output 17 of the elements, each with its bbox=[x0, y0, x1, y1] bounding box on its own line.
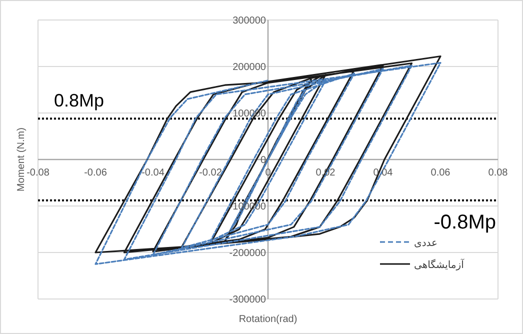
y-axis-title: Moment (N.m) bbox=[16, 128, 27, 192]
x-tick-label: -0.06 bbox=[84, 168, 108, 178]
y-tick-label: 300000 bbox=[232, 16, 266, 26]
y-tick-label: 200000 bbox=[232, 62, 266, 73]
x-tick-label: -0.02 bbox=[199, 168, 222, 178]
ref-line-label: 0.8Mp bbox=[54, 90, 104, 111]
y-tick-label: -300000 bbox=[229, 294, 266, 306]
ref-line-label: -0.8Mp bbox=[434, 211, 496, 234]
x-axis-title: Rotation(rad) bbox=[238, 314, 298, 325]
x-tick-label: 0.06 bbox=[430, 168, 451, 178]
legend-label: عددی bbox=[414, 238, 438, 249]
y-tick-label: 0 bbox=[260, 155, 266, 166]
x-tick-label: 0.08 bbox=[488, 168, 508, 178]
x-tick-label: -0.08 bbox=[26, 168, 50, 178]
y-tick-label: -200000 bbox=[229, 248, 266, 259]
x-tick-label: -0.04 bbox=[142, 168, 165, 178]
legend-label: آزمایشگاهی bbox=[414, 258, 466, 271]
